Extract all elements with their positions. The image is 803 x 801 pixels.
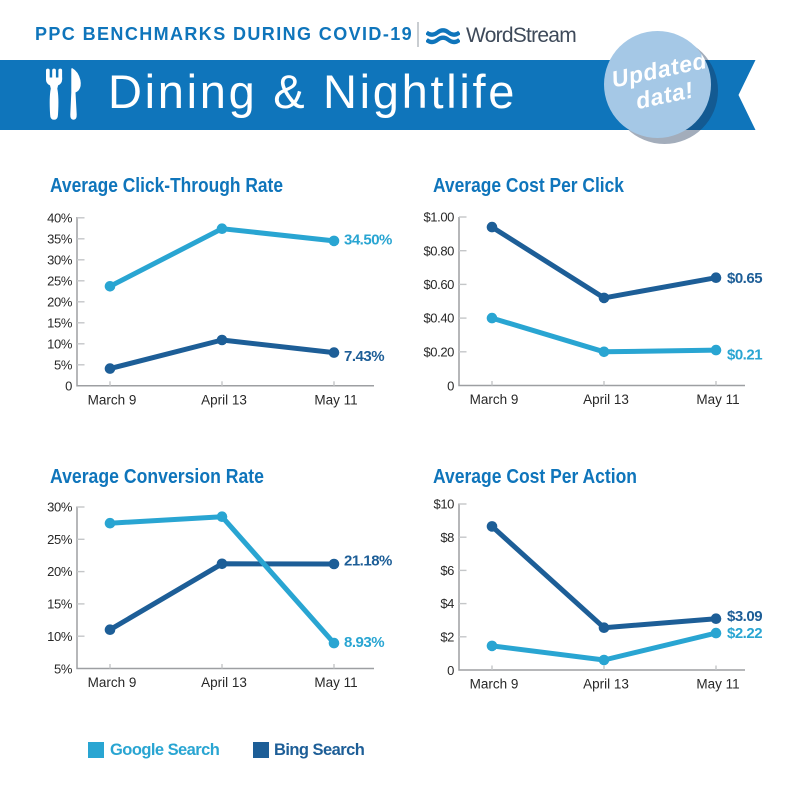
svg-text:$0.40: $0.40 xyxy=(423,311,454,326)
svg-text:Average Cost Per Action: Average Cost Per Action xyxy=(433,466,637,488)
svg-text:May 11: May 11 xyxy=(696,677,739,692)
svg-text:May 11: May 11 xyxy=(696,392,739,407)
svg-text:$6: $6 xyxy=(440,563,454,578)
svg-text:$0.65: $0.65 xyxy=(727,270,762,287)
svg-text:20%: 20% xyxy=(47,564,73,579)
svg-text:10%: 10% xyxy=(47,336,73,351)
svg-text:$1.00: $1.00 xyxy=(423,210,454,225)
svg-text:30%: 30% xyxy=(47,252,73,267)
svg-text:May 11: May 11 xyxy=(314,392,357,407)
svg-text:$0.60: $0.60 xyxy=(423,277,454,292)
svg-text:7.43%: 7.43% xyxy=(344,348,384,365)
svg-text:25%: 25% xyxy=(47,532,73,547)
svg-text:0: 0 xyxy=(447,663,454,678)
svg-text:$0.20: $0.20 xyxy=(423,344,454,359)
svg-text:April 13: April 13 xyxy=(583,677,629,692)
svg-text:March 9: March 9 xyxy=(88,675,137,690)
svg-text:April 13: April 13 xyxy=(201,675,247,690)
svg-text:34.50%: 34.50% xyxy=(344,232,392,249)
svg-text:Average Conversion Rate: Average Conversion Rate xyxy=(50,466,264,488)
svg-text:$0.80: $0.80 xyxy=(423,243,454,258)
svg-text:Average Cost Per Click: Average Cost Per Click xyxy=(433,175,625,197)
svg-text:March 9: March 9 xyxy=(88,392,137,407)
svg-text:$2.22: $2.22 xyxy=(727,625,762,642)
svg-text:8.93%: 8.93% xyxy=(344,634,384,651)
svg-text:April 13: April 13 xyxy=(201,392,247,407)
svg-text:5%: 5% xyxy=(54,661,73,676)
svg-text:$8: $8 xyxy=(440,530,454,545)
svg-text:$4: $4 xyxy=(440,596,454,611)
svg-text:30%: 30% xyxy=(47,500,73,515)
svg-text:March 9: March 9 xyxy=(470,677,519,692)
svg-text:15%: 15% xyxy=(47,315,73,330)
svg-text:March 9: March 9 xyxy=(470,392,519,407)
svg-text:20%: 20% xyxy=(47,294,73,309)
svg-text:0: 0 xyxy=(447,378,454,393)
svg-text:35%: 35% xyxy=(47,231,73,246)
svg-text:$3.09: $3.09 xyxy=(727,608,762,625)
svg-text:25%: 25% xyxy=(47,273,73,288)
svg-text:April 13: April 13 xyxy=(583,392,629,407)
svg-text:15%: 15% xyxy=(47,597,73,612)
svg-text:10%: 10% xyxy=(47,629,73,644)
svg-text:May 11: May 11 xyxy=(314,675,357,690)
svg-text:40%: 40% xyxy=(47,210,73,225)
svg-text:$0.21: $0.21 xyxy=(727,347,762,364)
svg-text:$2: $2 xyxy=(440,629,454,644)
svg-text:21.18%: 21.18% xyxy=(344,553,392,570)
svg-text:$10: $10 xyxy=(434,497,455,512)
svg-text:Average Click-Through Rate: Average Click-Through Rate xyxy=(50,175,283,197)
svg-text:0: 0 xyxy=(65,379,72,394)
svg-text:5%: 5% xyxy=(54,357,73,372)
